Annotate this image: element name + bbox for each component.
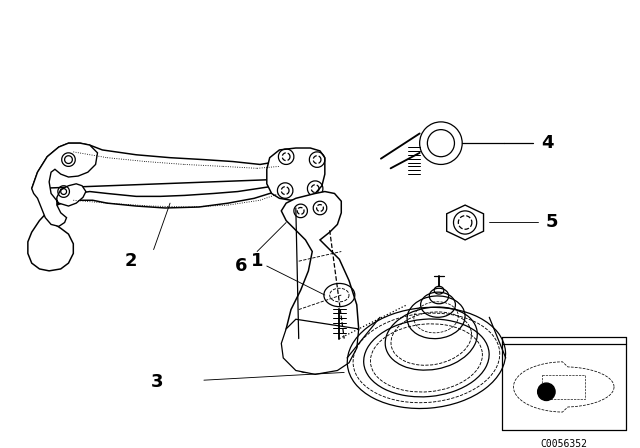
Text: 2: 2 [125,252,138,270]
Text: C0056352: C0056352 [540,439,588,448]
Polygon shape [28,143,289,271]
Polygon shape [447,205,484,240]
Text: 1: 1 [251,252,264,270]
Text: 3: 3 [151,373,164,391]
Circle shape [538,383,555,401]
Text: 5: 5 [546,214,559,232]
Text: 6: 6 [234,257,247,275]
Polygon shape [282,319,358,375]
Text: 4: 4 [541,134,554,152]
Polygon shape [267,148,325,200]
Polygon shape [32,143,97,226]
Polygon shape [282,192,358,373]
